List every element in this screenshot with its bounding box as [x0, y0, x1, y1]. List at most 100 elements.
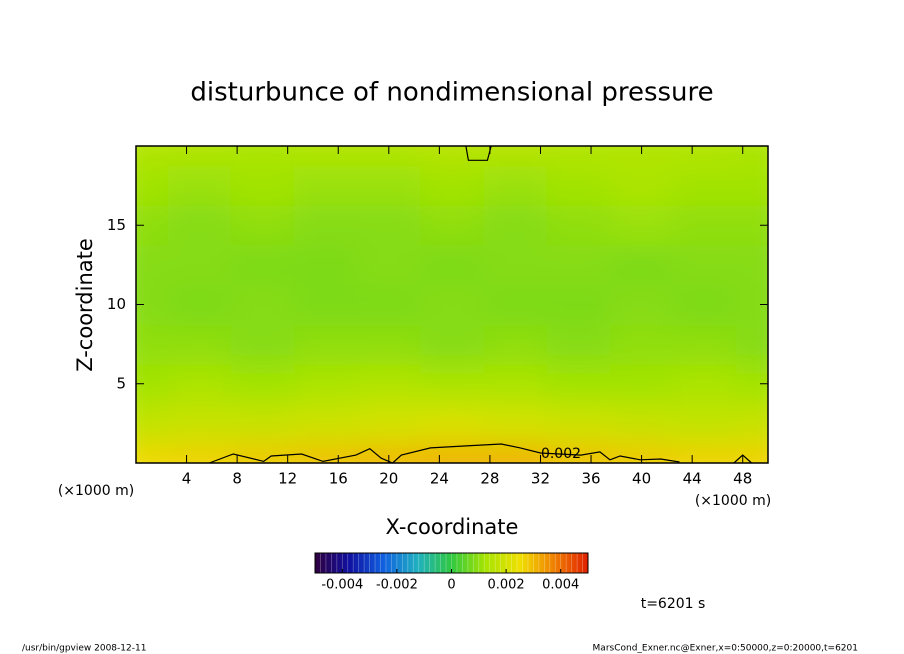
field-cell: [230, 443, 295, 463]
field-cell: [483, 146, 548, 167]
field-cell: [167, 146, 232, 167]
field-cell: [167, 245, 232, 286]
x-tick-label: 44: [683, 470, 702, 488]
field-cell: [357, 284, 421, 325]
field-cell: [357, 245, 421, 286]
field-cell: [136, 403, 169, 444]
x-tick-label: 28: [480, 470, 499, 488]
field-cell: [673, 324, 737, 365]
field-cell: [610, 205, 674, 246]
field-cell: [167, 443, 232, 463]
field-cell: [294, 165, 358, 206]
colorbar-tick-label: -0.002: [376, 578, 418, 593]
field-cell: [546, 245, 611, 286]
colorbar-tick-label: -0.004: [321, 578, 363, 593]
field-cell: [357, 205, 421, 246]
field-cell: [673, 165, 737, 206]
field-cells: [136, 146, 768, 463]
field-cell: [610, 324, 674, 365]
field-cell: [736, 165, 768, 206]
field-cell: [546, 443, 611, 463]
field-cell: [230, 363, 295, 405]
field-cell: [610, 165, 674, 206]
field-cell: [167, 403, 232, 444]
y-unit: (×1000 m): [58, 483, 134, 499]
field-cell: [357, 443, 421, 463]
colorbar-tick-label: 0: [447, 578, 455, 593]
field-cell: [736, 324, 768, 365]
field-cell: [357, 165, 421, 206]
field: [136, 146, 768, 463]
field-cell: [483, 284, 548, 325]
field-cell: [294, 363, 358, 405]
field-cell: [610, 443, 674, 463]
field-cell: [294, 324, 358, 365]
field-cell: [546, 205, 611, 246]
colorbar: [315, 553, 588, 573]
field-cell: [167, 165, 232, 206]
field-cell: [483, 165, 548, 206]
field-cell: [230, 245, 295, 286]
field-cell: [546, 403, 611, 444]
field-cell: [673, 443, 737, 463]
field-cell: [483, 205, 548, 246]
field-cell: [546, 284, 611, 325]
field-cell: [167, 324, 232, 365]
field-cell: [483, 245, 548, 286]
field-cell: [673, 284, 737, 325]
x-tick-label: 48: [733, 470, 752, 488]
x-axis-label: X-coordinate: [386, 515, 519, 539]
field-cell: [420, 363, 485, 405]
y-tick-label: 15: [107, 216, 126, 234]
x-tick-label: 4: [182, 470, 192, 488]
x-tick-label: 8: [232, 470, 242, 488]
field-cell: [610, 245, 674, 286]
y-tick-label: 10: [107, 295, 126, 313]
field-cell: [736, 443, 768, 463]
field-cell: [610, 146, 674, 167]
field-cell: [546, 146, 611, 167]
field-cell: [420, 146, 485, 167]
field-cell: [483, 363, 548, 405]
field-cell: [673, 403, 737, 444]
field-cell: [483, 324, 548, 365]
field-cell: [357, 146, 421, 167]
field-cell: [420, 324, 485, 365]
field-cell: [420, 245, 485, 286]
colorbar-tick-label: 0.002: [487, 578, 524, 593]
field-cell: [294, 284, 358, 325]
field-cell: [673, 363, 737, 405]
field-cell: [610, 403, 674, 444]
field-cell: [483, 403, 548, 444]
x-tick-label: 36: [581, 470, 600, 488]
x-tick-label: 40: [632, 470, 651, 488]
field-cell: [546, 165, 611, 206]
field-cell: [167, 205, 232, 246]
field-cell: [736, 403, 768, 444]
field-cell: [546, 324, 611, 365]
field-cell: [673, 245, 737, 286]
field-cell: [167, 363, 232, 405]
x-tick-label: 20: [379, 470, 398, 488]
field-cell: [230, 205, 295, 246]
footer-left: /usr/bin/gpview 2008-12-11: [22, 644, 146, 654]
field-cell: [230, 146, 295, 167]
field-cell: [673, 146, 737, 167]
field-cell: [294, 245, 358, 286]
field-cell: [420, 403, 485, 444]
field-cell: [230, 284, 295, 325]
field-cell: [136, 443, 169, 463]
field-cell: [357, 363, 421, 405]
field-cell: [136, 324, 169, 365]
field-cell: [420, 205, 485, 246]
x-unit: (×1000 m): [695, 493, 771, 509]
field-cell: [420, 284, 485, 325]
field-cell: [167, 284, 232, 325]
x-tick-label: 32: [531, 470, 550, 488]
field-cell: [136, 146, 169, 167]
field-cell: [546, 363, 611, 405]
chart-title: disturbunce of nondimensional pressure: [190, 78, 713, 108]
field-cell: [230, 324, 295, 365]
